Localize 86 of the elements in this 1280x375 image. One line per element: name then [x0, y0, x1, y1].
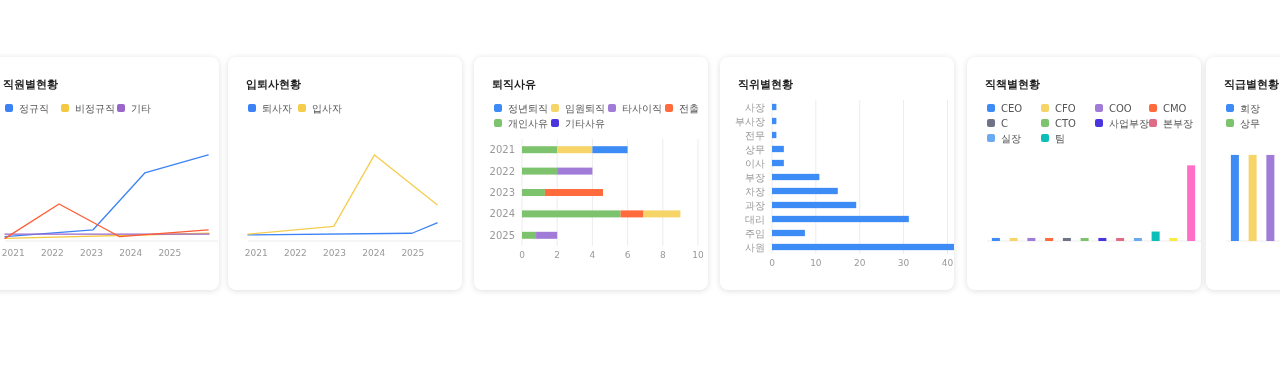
- bar: [772, 145, 784, 153]
- legend-label: CMO: [1163, 103, 1187, 114]
- bar: [772, 229, 805, 237]
- y-tick-label: 차장: [745, 185, 765, 197]
- legend-label: C: [1001, 118, 1008, 129]
- bar: [592, 146, 628, 154]
- bar: [536, 231, 558, 239]
- x-tick-label: 0: [519, 250, 526, 260]
- x-tick-label: 10: [692, 250, 704, 260]
- chart-title: 직책별현황: [985, 78, 1040, 90]
- legend-label: 본부장: [1163, 118, 1193, 129]
- legend-label: 전출: [679, 103, 699, 114]
- bar: [522, 167, 558, 175]
- y-tick-label: 상무: [745, 143, 765, 155]
- chart-title: 입퇴사현황: [246, 78, 301, 90]
- x-tick-label: 20: [853, 258, 866, 268]
- x-tick-label: 40: [941, 258, 954, 268]
- bar: [522, 146, 558, 154]
- chart-title: 직원별현황: [3, 78, 58, 90]
- y-tick-label: 전무: [745, 129, 765, 141]
- bar: [772, 173, 820, 181]
- bar: [522, 210, 621, 218]
- legend-label: 개인사유: [508, 118, 548, 129]
- legend-label: 실장: [1001, 133, 1021, 144]
- y-tick-label: 2023: [489, 187, 515, 198]
- legend-label: 퇴사자: [262, 103, 292, 114]
- y-tick-label: 사장: [745, 101, 765, 113]
- x-tick-label: 2021: [1, 248, 25, 258]
- y-tick-label: 사원: [745, 241, 765, 253]
- x-tick-label: 10: [810, 258, 822, 268]
- legend-label: 정년퇴직: [508, 103, 548, 114]
- legend-label: 팀: [1055, 133, 1065, 144]
- legend-label: 정규직: [19, 103, 49, 114]
- x-tick-label: 2022: [40, 248, 64, 258]
- bar: [557, 167, 593, 175]
- x-tick-label: 30: [897, 258, 910, 268]
- x-tick-label: 2024: [119, 248, 143, 258]
- legend-label: 임원퇴직: [565, 103, 605, 114]
- bar: [772, 215, 909, 223]
- bar: [620, 210, 644, 218]
- x-tick-label: 2024: [362, 248, 386, 258]
- x-tick-label: 2021: [244, 248, 268, 258]
- legend-label: 회장: [1240, 103, 1260, 114]
- legend-label: 입사자: [312, 103, 342, 114]
- legend-label: 타사이직: [622, 103, 662, 114]
- legend-label: 비정규직: [75, 103, 115, 114]
- y-tick-label: 부사장: [735, 115, 765, 127]
- y-tick-label: 2021: [489, 144, 515, 156]
- x-tick-label: 2022: [283, 248, 307, 258]
- legend-label: 기타사유: [565, 118, 605, 129]
- x-tick-label: 8: [659, 250, 666, 260]
- legend-label: 상무: [1240, 118, 1260, 129]
- bar: [522, 189, 545, 196]
- y-tick-label: 과장: [745, 199, 765, 211]
- y-tick-label: 2024: [489, 208, 515, 220]
- x-tick-label: 4: [589, 250, 596, 260]
- bar: [522, 231, 537, 239]
- bar: [772, 243, 954, 251]
- bar: [544, 189, 603, 196]
- x-tick-label: 0: [769, 258, 776, 268]
- chart-title: 퇴직사유: [492, 78, 536, 90]
- y-tick-label: 부장: [745, 171, 765, 183]
- bar: [643, 210, 681, 218]
- y-tick-label: 주임: [745, 227, 765, 239]
- y-tick-label: 2022: [489, 165, 515, 177]
- legend-label: 기타: [131, 103, 151, 114]
- legend-label: CFO: [1055, 103, 1076, 114]
- legend-label: CTO: [1055, 118, 1077, 129]
- y-tick-label: 2025: [489, 229, 515, 241]
- x-tick-label: 6: [624, 250, 631, 260]
- x-tick-label: 2025: [158, 248, 182, 258]
- y-tick-label: 대리: [745, 213, 765, 225]
- x-tick-label: 2023: [323, 248, 346, 258]
- legend-label: 사업부장: [1109, 118, 1149, 129]
- x-tick-label: 2025: [401, 248, 425, 258]
- legend-label: CEO: [1001, 103, 1023, 114]
- bar: [557, 146, 593, 154]
- y-tick-label: 이사: [745, 157, 765, 169]
- x-tick-label: 2023: [80, 248, 103, 258]
- bar: [772, 187, 838, 195]
- bar: [772, 159, 784, 167]
- chart-title: 직급별현황: [1224, 78, 1279, 90]
- bar: [772, 201, 857, 209]
- legend-label: COO: [1109, 103, 1132, 114]
- x-tick-label: 2: [554, 250, 561, 260]
- chart-title: 직위별현황: [738, 78, 793, 90]
